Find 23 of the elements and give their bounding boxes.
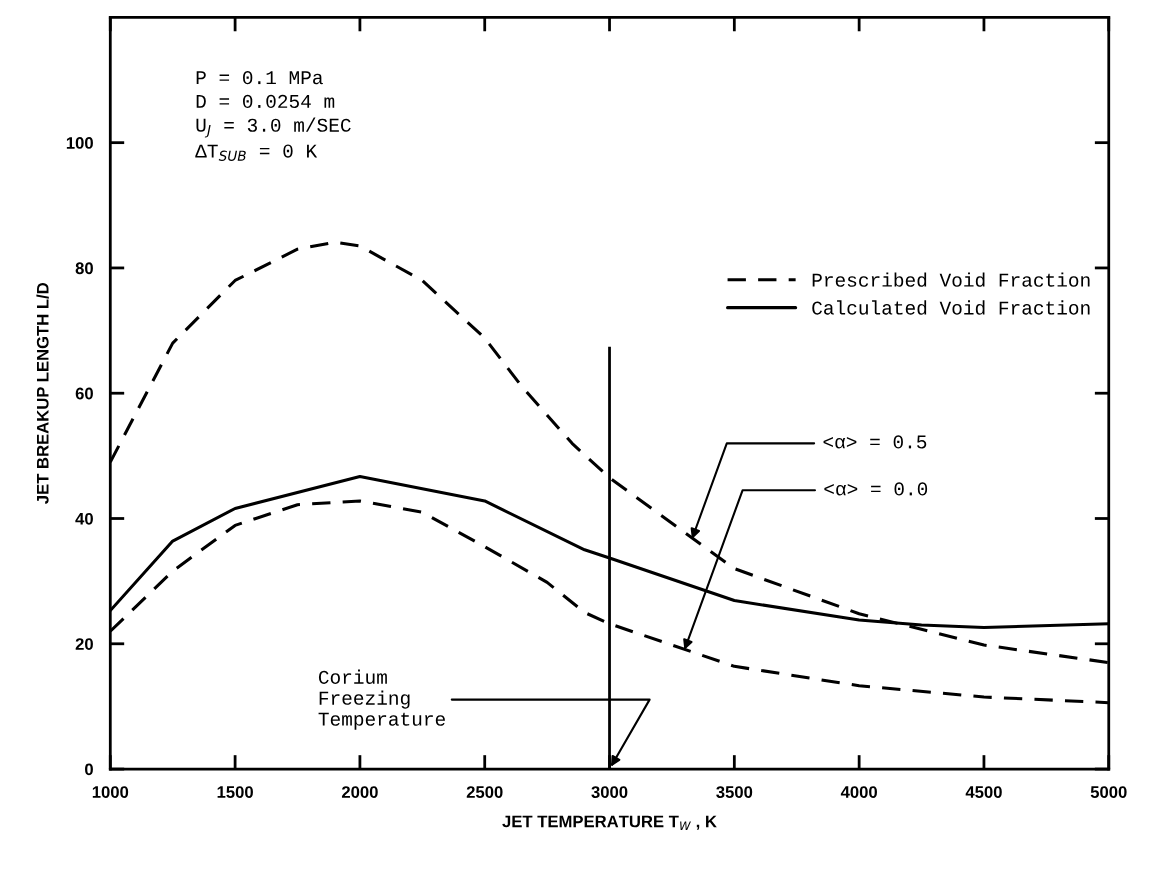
y-tick-label: 100 xyxy=(66,137,93,149)
x-tick-label: 4000 xyxy=(840,786,877,798)
x-tick-label: 3500 xyxy=(716,786,753,798)
ref-line-label: Corium Freezing Temperature xyxy=(318,669,445,730)
annotation: <α> = 0.0 xyxy=(824,482,928,496)
y-tick-label: 20 xyxy=(75,638,93,650)
x-tick-label: 3000 xyxy=(591,786,628,798)
y-tick-label: 40 xyxy=(75,512,93,525)
legend-label: Calculated Void Fraction xyxy=(812,300,1090,315)
annotation: P = 0.1 MPa D = 0.0254 m U$_{J}$ = 3.0 m/SEC ΔT$_{SUB}$ = 0 K xyxy=(195,71,351,161)
y-tick-label: 80 xyxy=(75,262,93,275)
x-tick-label: 2500 xyxy=(466,786,503,798)
x-tick-label: 4500 xyxy=(965,786,1002,798)
x-tick-label: 1500 xyxy=(217,786,253,798)
x-tick-label: 2000 xyxy=(341,786,378,798)
y-tick-label: 0 xyxy=(85,763,93,776)
annotation: <α> = 0.5 xyxy=(823,435,927,449)
x-tick-label: 1000 xyxy=(92,786,129,798)
y-axis-title: JET BREAKUP LENGTH L/D xyxy=(36,282,49,504)
x-axis-title: JET TEMPERATURE T$_{W}$ , K xyxy=(502,815,717,830)
y-tick-label: 60 xyxy=(75,387,93,400)
x-tick-label: 5000 xyxy=(1090,786,1127,798)
legend-label: Prescribed Void Fraction xyxy=(812,272,1090,287)
